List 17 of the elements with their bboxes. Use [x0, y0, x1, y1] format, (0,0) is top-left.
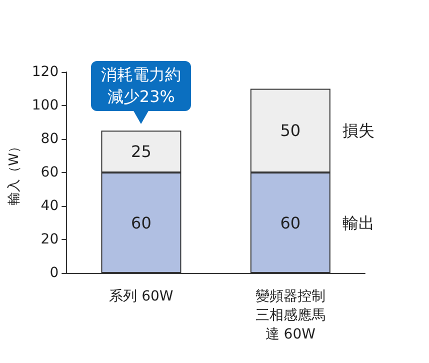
- series-label: 損失: [342, 121, 374, 140]
- y-tick-label: 60: [40, 164, 59, 180]
- y-tick-label: 120: [32, 64, 59, 80]
- y-tick-label: 40: [40, 198, 59, 214]
- data-label: 60: [131, 213, 152, 232]
- data-label: 60: [280, 213, 301, 232]
- data-label: 25: [131, 142, 152, 162]
- annotation: 消耗電力約減少23%: [91, 60, 192, 111]
- series-label: 輸出: [342, 213, 374, 232]
- y-tick-label: 100: [32, 98, 59, 114]
- y-tick-label: 0: [50, 265, 59, 281]
- data-label: 50: [280, 121, 301, 140]
- y-tick-label: 80: [40, 131, 59, 147]
- y-tick-label: 20: [40, 232, 59, 248]
- x-tick-label: 變頻器控制三相感應馬達 60W: [255, 288, 326, 342]
- y-axis-title: 輸入（W）: [7, 140, 22, 205]
- x-tick-label: 系列 60W: [109, 288, 174, 304]
